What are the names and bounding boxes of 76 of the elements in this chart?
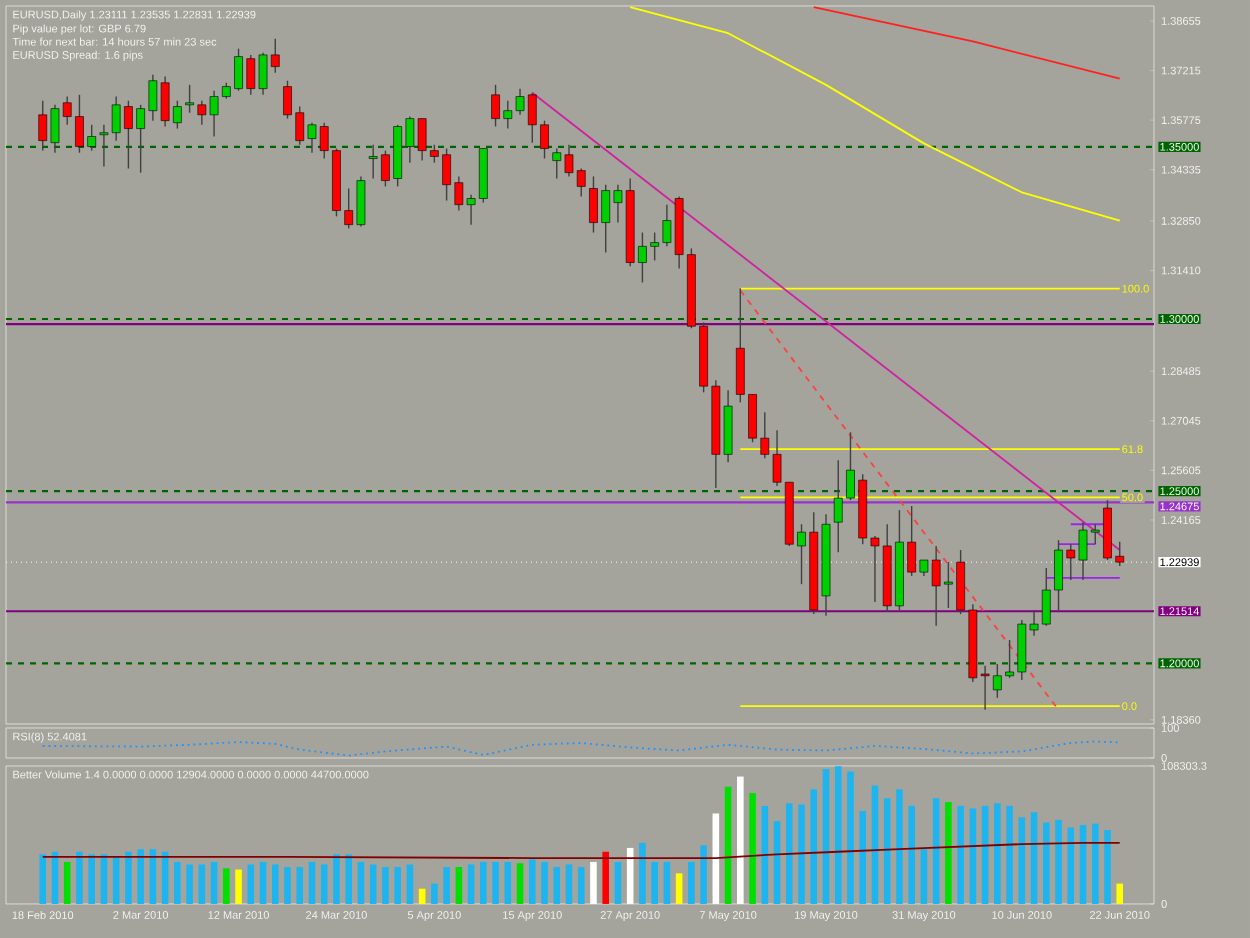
- bar: [235, 869, 242, 904]
- bar: [883, 798, 891, 904]
- bar: [443, 867, 450, 904]
- bar: [810, 789, 818, 904]
- bar: [186, 864, 193, 904]
- bar: [994, 803, 1001, 904]
- bar: [651, 861, 658, 904]
- bar: [798, 804, 805, 904]
- bar: [639, 842, 646, 904]
- bar: [761, 805, 769, 904]
- bar: [271, 864, 279, 904]
- bar: [834, 766, 842, 904]
- bar: [467, 864, 475, 904]
- bar: [357, 861, 365, 904]
- bar: [847, 771, 854, 904]
- bar: [480, 861, 487, 904]
- line-series: [41, 740, 1121, 757]
- bar: [39, 854, 47, 904]
- bar: [1055, 819, 1062, 904]
- bar: [749, 793, 756, 904]
- bar: [737, 776, 744, 904]
- bar: [382, 867, 389, 904]
- bar: [394, 867, 401, 904]
- bar: [137, 849, 144, 904]
- bar: [320, 864, 328, 904]
- bar: [675, 873, 683, 904]
- bar: [1067, 827, 1075, 904]
- bar: [1042, 822, 1050, 904]
- bar: [553, 867, 561, 904]
- bar: [223, 868, 230, 904]
- bar: [492, 861, 499, 904]
- bar: [577, 867, 585, 904]
- bar: [663, 861, 671, 904]
- bar: [1091, 823, 1099, 904]
- bar: [431, 883, 438, 904]
- bar: [785, 803, 793, 904]
- bar: [284, 867, 291, 904]
- bar: [1006, 805, 1013, 904]
- bar: [688, 861, 695, 904]
- bar: [63, 861, 71, 904]
- bar: [700, 845, 707, 904]
- bar: [296, 867, 304, 904]
- bar: [896, 789, 903, 904]
- bar: [614, 861, 622, 904]
- bar: [247, 864, 255, 904]
- bar: [969, 808, 977, 904]
- bar: [369, 864, 377, 904]
- bar: [908, 805, 915, 904]
- bar: [406, 864, 414, 904]
- bar: [932, 798, 940, 904]
- bar: [259, 861, 267, 904]
- bar: [1116, 883, 1124, 904]
- bar: [871, 785, 879, 904]
- bar: [333, 854, 340, 904]
- bar: [602, 851, 610, 904]
- bar: [210, 861, 218, 904]
- bar: [308, 861, 316, 904]
- bar: [528, 859, 536, 904]
- bar: [198, 864, 206, 904]
- bar: [516, 863, 524, 904]
- bar: [541, 861, 548, 904]
- bar: [504, 861, 512, 904]
- bar: [88, 854, 95, 904]
- bar: [1104, 830, 1111, 904]
- bar: [590, 861, 597, 904]
- line-series: [629, 6, 1121, 222]
- bar: [859, 810, 867, 904]
- bar: [920, 849, 928, 904]
- bar: [957, 805, 964, 904]
- bar: [945, 802, 952, 904]
- bar: [455, 867, 463, 904]
- bar: [174, 861, 181, 904]
- bar: [125, 851, 132, 904]
- bar: [76, 851, 83, 904]
- bar: [345, 854, 352, 904]
- bar: [565, 864, 573, 904]
